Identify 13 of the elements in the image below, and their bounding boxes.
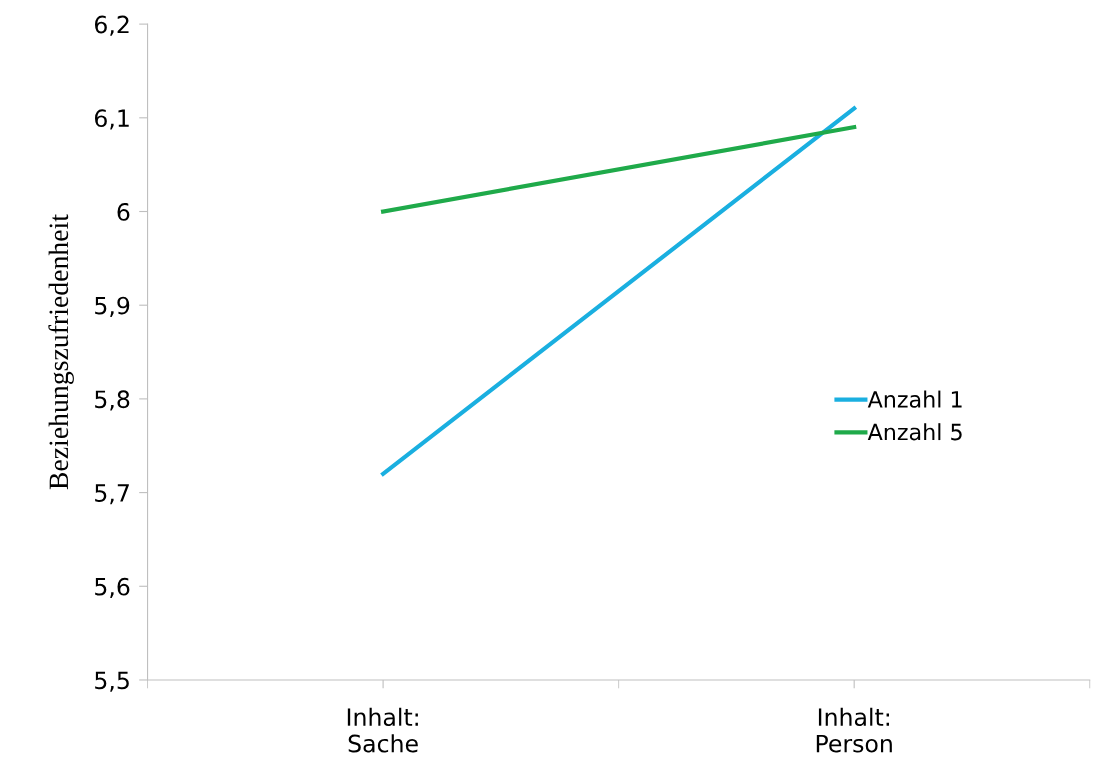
x-tick-label: Inhalt: Person — [816, 707, 892, 753]
y-tick-label: 5,9 — [95, 296, 130, 317]
y-tick-label: 6,2 — [94, 15, 129, 36]
y-tick-label: 6 — [117, 202, 130, 221]
y-tick-label: 5,6 — [95, 577, 130, 598]
y-tick-label: 5,7 — [95, 484, 129, 505]
legend-label: Anzahl 1 — [867, 390, 962, 408]
y-tick-label: 5,8 — [95, 390, 130, 411]
legend-label: Anzahl 5 — [867, 423, 962, 441]
y-tick-label: 6,1 — [94, 109, 129, 130]
y-axis-title: Beziehungszufriedenheit — [48, 214, 74, 490]
y-tick-label: 5,5 — [95, 671, 129, 692]
x-tick-label: Inhalt: Sache — [347, 707, 418, 753]
